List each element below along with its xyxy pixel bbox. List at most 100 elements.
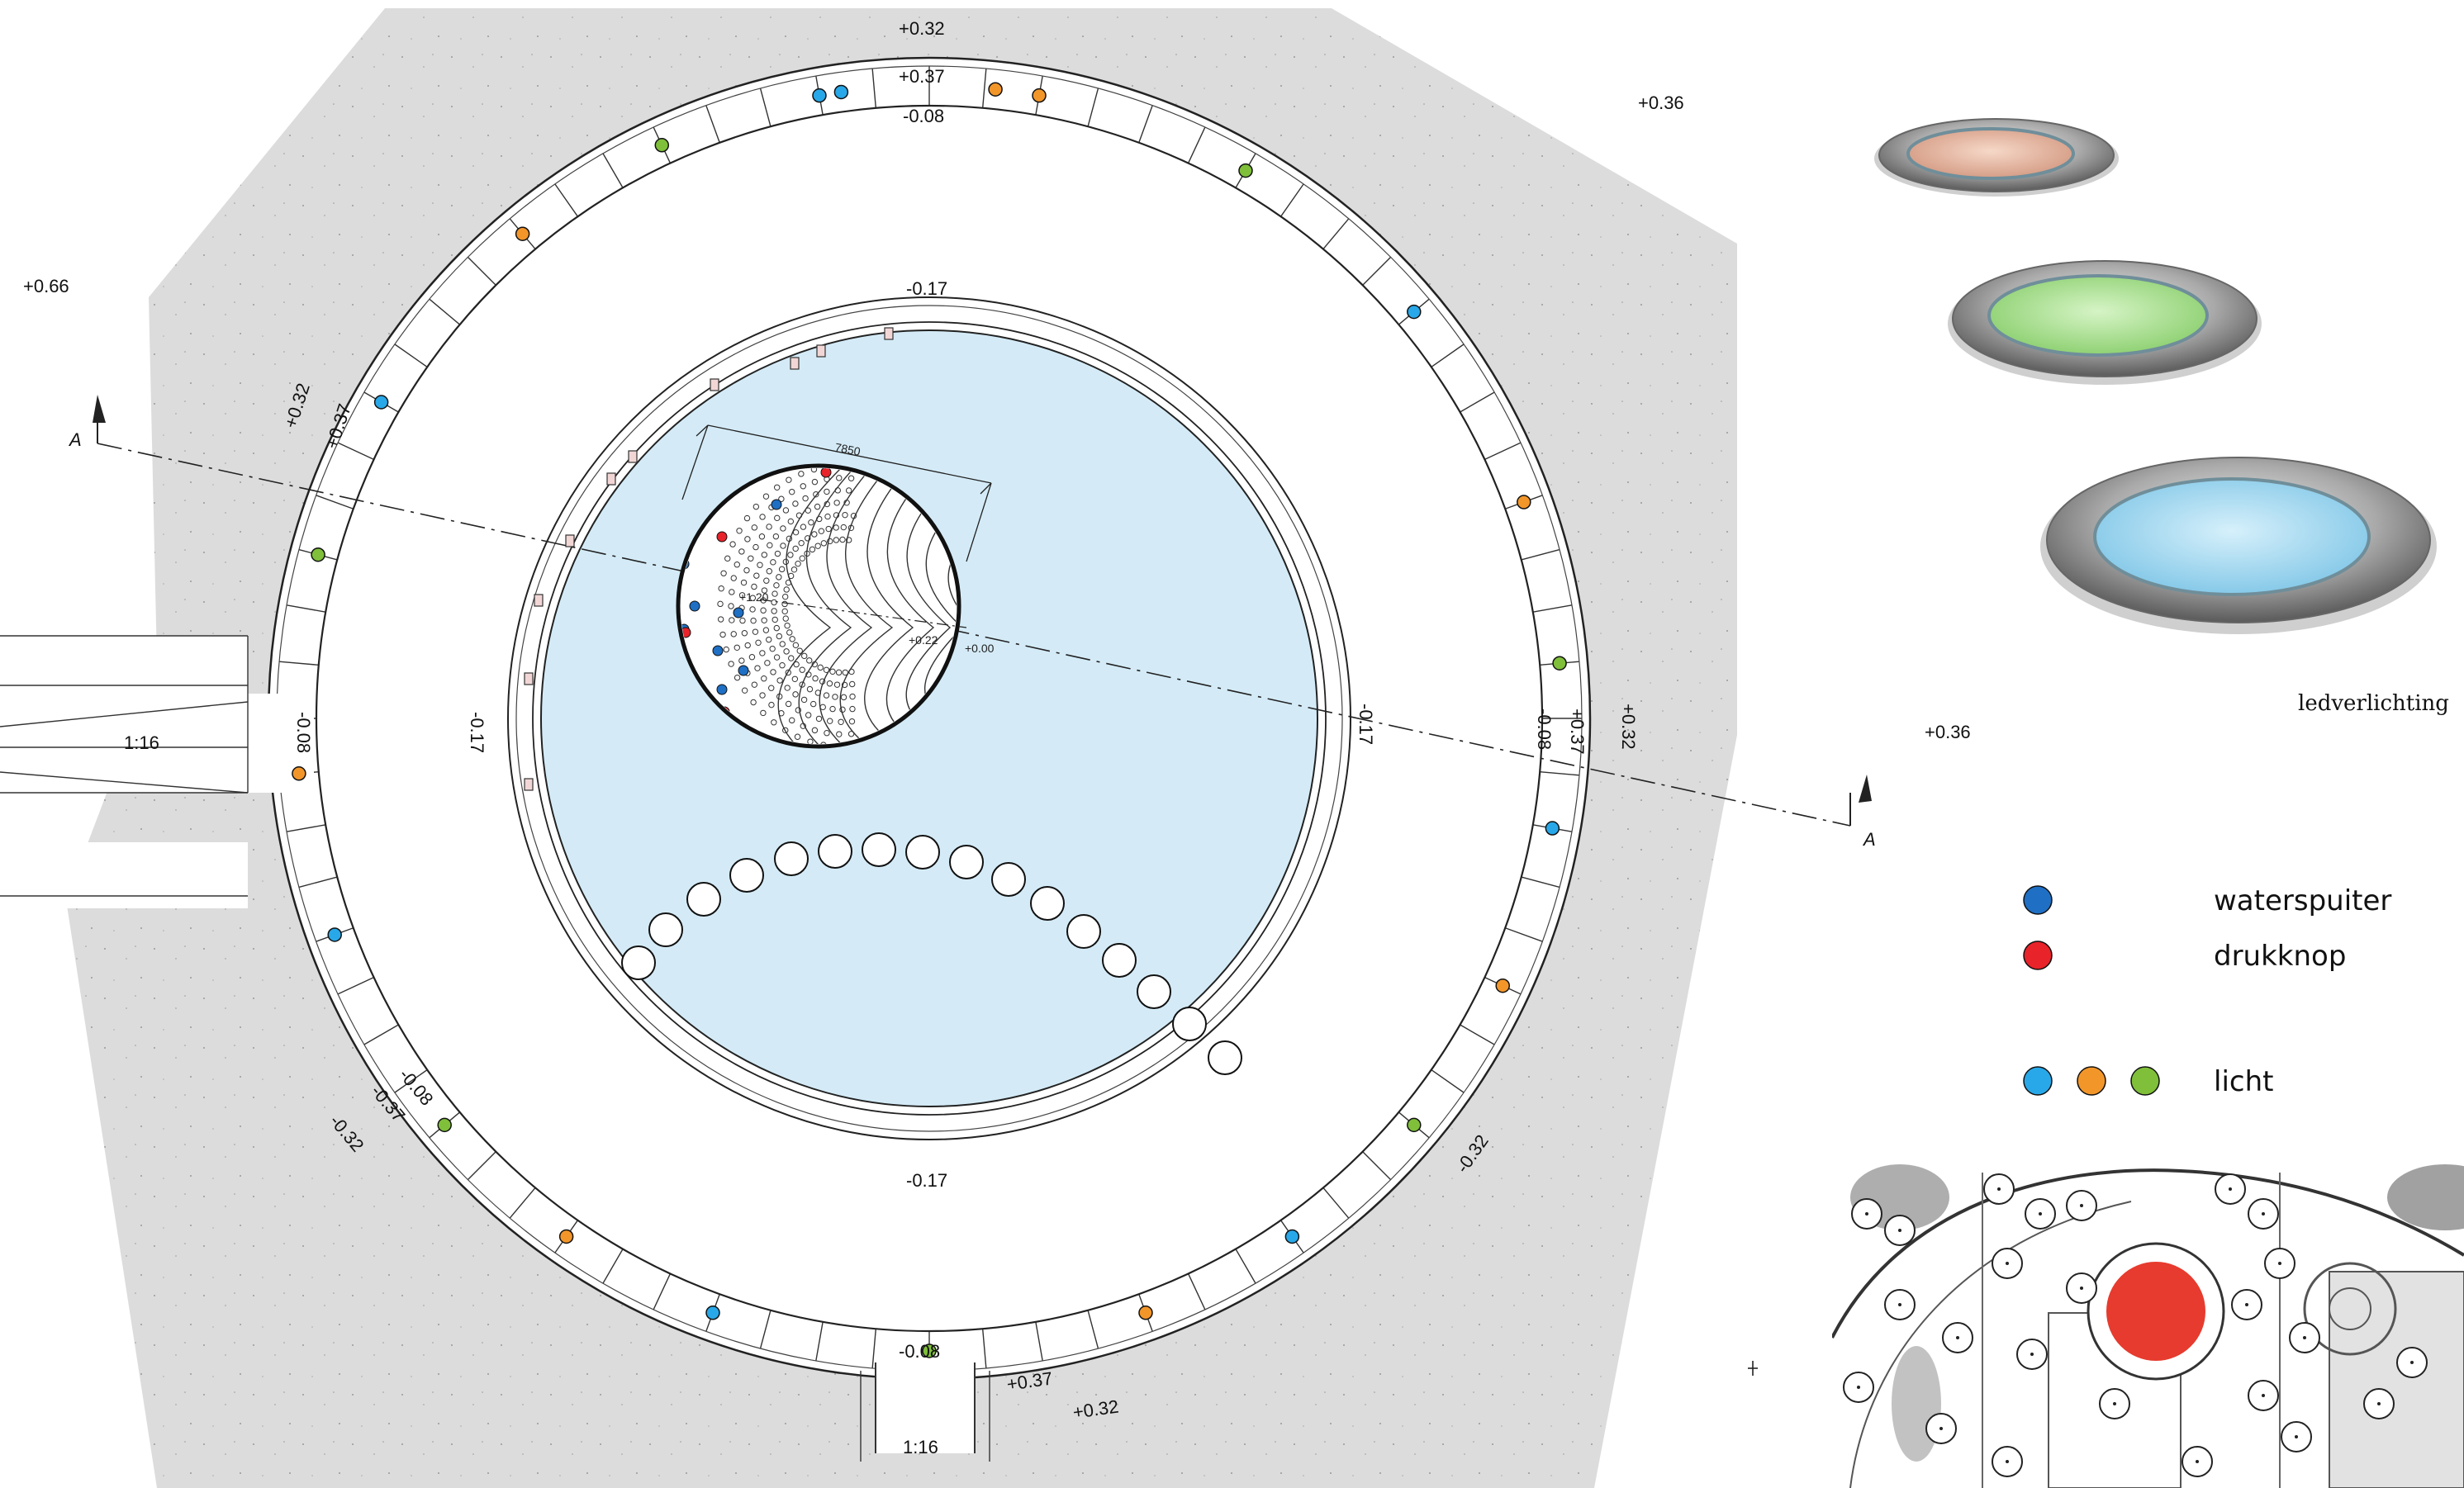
rim-segment-line (1035, 1321, 1043, 1362)
level-side-right: +0.36 (1925, 722, 1971, 742)
nozzle (744, 536, 751, 543)
nozzle (833, 681, 841, 688)
water-sprayer (733, 607, 744, 618)
nozzle (789, 717, 795, 724)
nozzle (771, 599, 777, 606)
nozzle (771, 719, 777, 726)
nozzle (792, 500, 799, 507)
nozzle (776, 574, 782, 581)
nozzle (770, 559, 776, 566)
map-tree-trunk (2113, 1402, 2116, 1405)
dome-level-edge: +0.00 (965, 642, 995, 655)
nozzle (770, 669, 776, 675)
nozzle (719, 631, 726, 638)
nozzle (820, 742, 827, 744)
bench-marker (534, 594, 544, 607)
nozzle (800, 696, 808, 704)
rim-segment-line (1460, 1024, 1495, 1045)
nozzle (730, 631, 737, 637)
nozzle (768, 701, 775, 708)
nozzle (758, 533, 766, 540)
nozzle (720, 570, 727, 576)
nozzle (728, 603, 734, 609)
nozzle (767, 542, 773, 549)
nozzle (778, 710, 785, 717)
nozzle (782, 507, 790, 514)
nozzle (792, 642, 800, 649)
level-bench-top: -0.17 (906, 278, 947, 299)
rim-light (705, 1306, 720, 1320)
water-sprayer (716, 684, 728, 695)
rim-segment-line (1431, 1069, 1465, 1093)
nozzle (782, 727, 789, 734)
stepping-stones (621, 832, 1242, 1075)
nozzle (843, 500, 850, 506)
rim-light (1552, 656, 1567, 671)
bench-marker (710, 378, 719, 391)
nozzle (788, 655, 795, 661)
rim-light (1032, 88, 1047, 103)
led-light-green (1948, 260, 2262, 385)
stepping-stone (621, 945, 656, 980)
map-tree-trunk (1865, 1212, 1868, 1216)
nozzle (845, 487, 852, 494)
nozzle (786, 629, 793, 636)
stepping-stone (1208, 1040, 1242, 1075)
rim-light (1407, 1117, 1422, 1133)
map-tree-trunk (1898, 1229, 1901, 1232)
nozzle (781, 608, 788, 615)
stepping-stone (648, 912, 683, 947)
level-left-bench: -0.17 (467, 712, 487, 753)
rim-lights (292, 82, 1567, 1358)
rim-segment-line (759, 88, 771, 127)
nozzle (805, 507, 811, 514)
nozzle (818, 528, 825, 534)
nozzle (738, 657, 745, 664)
rim-segment-line (1087, 88, 1099, 127)
stepping-stone (686, 882, 721, 917)
nozzle (809, 700, 817, 708)
level-top-right: +0.36 (1638, 92, 1684, 113)
nozzle (766, 568, 773, 575)
map-tree-trunk (2410, 1361, 2414, 1364)
rim-light (654, 138, 670, 153)
nozzle (792, 691, 799, 698)
nozzle (730, 575, 737, 581)
bench-marker (816, 344, 826, 358)
nozzle (812, 675, 819, 682)
nozzle (768, 685, 775, 691)
nozzle (739, 617, 746, 624)
rim-light (922, 1343, 937, 1358)
nozzle (840, 694, 847, 701)
level-bottom-path: -0.08 (899, 1341, 940, 1362)
nozzle (819, 704, 826, 711)
bench-marker (884, 327, 894, 340)
level-left: +0.66 (23, 276, 69, 296)
nozzle (848, 680, 856, 688)
nozzle (795, 560, 801, 567)
nozzle (743, 514, 751, 522)
nozzle (750, 617, 757, 624)
rim-segment-line (1521, 548, 1560, 561)
nozzle (789, 636, 795, 642)
rim-segment-line (602, 1249, 624, 1284)
nozzle (796, 647, 803, 654)
push-button (716, 531, 728, 543)
nozzle (832, 694, 838, 700)
rim-segment-line (1521, 876, 1560, 889)
nozzle (728, 661, 734, 667)
map-tree-trunk (2303, 1336, 2306, 1339)
nozzle (836, 731, 843, 737)
led-caption: ledverlichting (2298, 691, 2449, 716)
bench-marker (524, 672, 534, 685)
stepping-stone (862, 832, 896, 867)
nozzle (798, 539, 805, 547)
rim-segment-line (278, 661, 319, 666)
rim-light (558, 1229, 574, 1244)
water-sprayer (771, 499, 782, 510)
level-top-outer: +0.32 (899, 18, 945, 39)
nozzle (741, 630, 748, 637)
map-tree-trunk (1956, 1336, 1959, 1339)
nozzle (717, 600, 724, 608)
rim-light (1545, 821, 1560, 836)
